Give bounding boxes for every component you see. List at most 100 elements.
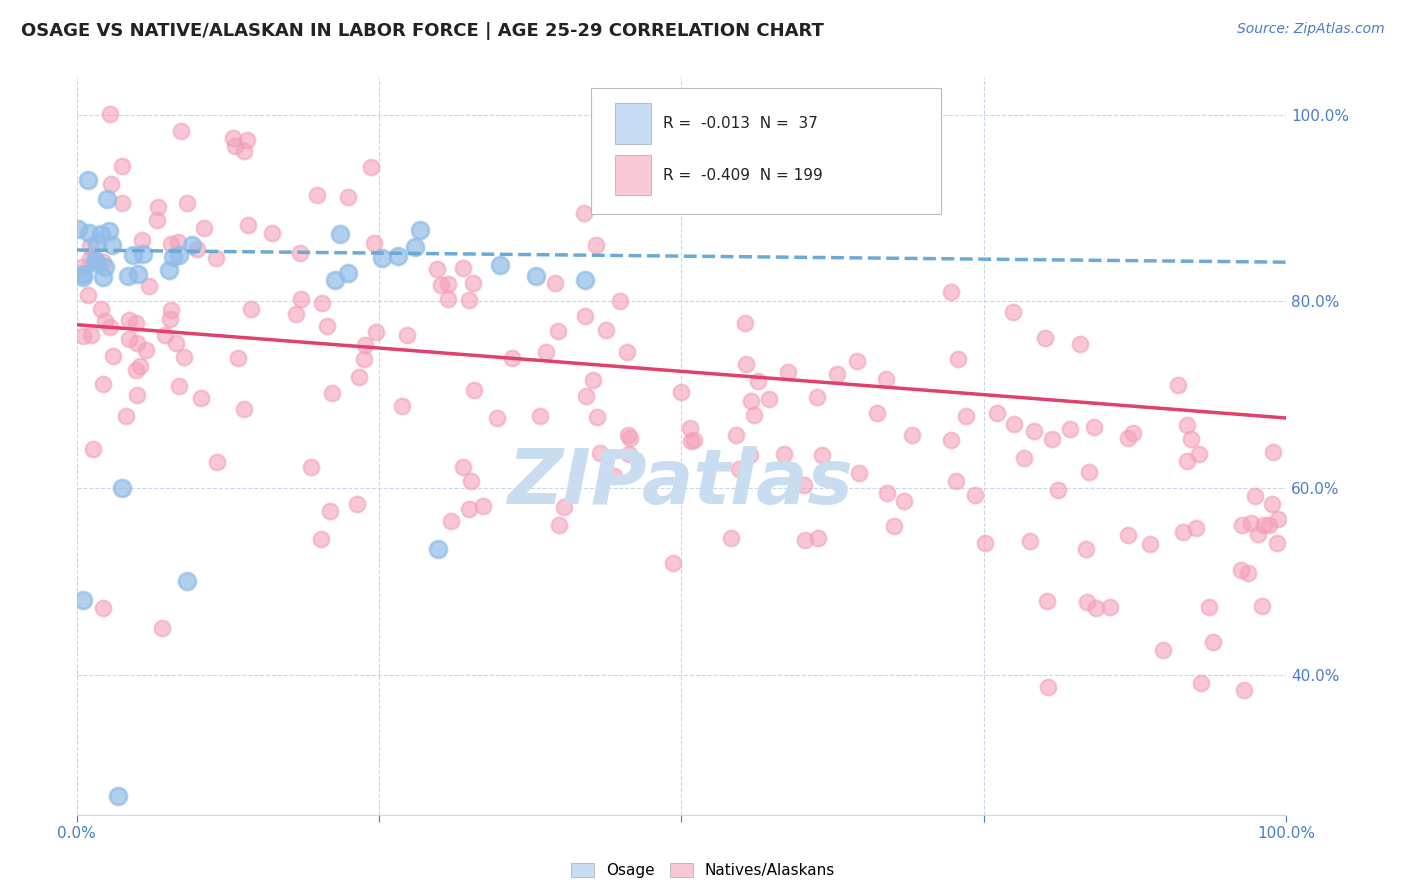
Point (1189, 676, 1212, 690)
Point (589, 445, 612, 459)
Point (1001, 305, 1024, 319)
Point (1188, 447, 1211, 461)
Point (661, 556, 683, 570)
Point (1244, 489, 1267, 503)
Point (734, 317, 756, 331)
Point (793, 478, 815, 492)
Point (1004, 417, 1026, 431)
Point (586, 410, 609, 425)
Point (574, 310, 596, 324)
Point (1177, 417, 1199, 432)
Point (1077, 465, 1099, 479)
Point (186, 242, 208, 256)
Point (1261, 498, 1284, 512)
Point (1059, 422, 1081, 436)
Point (205, 252, 228, 266)
Point (1173, 525, 1195, 540)
Point (226, 351, 249, 365)
Point (90, 301, 112, 316)
Point (91, 254, 114, 268)
Point (543, 276, 565, 290)
Point (471, 499, 494, 513)
Point (100, 177, 122, 191)
Point (395, 327, 418, 342)
Point (319, 504, 342, 518)
Point (463, 276, 485, 290)
Point (489, 258, 512, 272)
Point (501, 351, 523, 366)
Point (939, 433, 962, 447)
Point (524, 269, 547, 284)
Point (98, 107, 121, 121)
Point (290, 245, 312, 260)
Point (735, 357, 758, 371)
Point (176, 574, 198, 589)
Point (973, 536, 995, 550)
Point (135, 343, 157, 358)
Point (724, 428, 747, 442)
Point (153, 327, 176, 342)
Bar (614, 155, 651, 195)
Point (451, 260, 474, 275)
Point (1046, 483, 1069, 497)
Point (1184, 520, 1206, 534)
Point (1198, 599, 1220, 614)
Point (240, 302, 263, 317)
Point (236, 218, 259, 232)
Point (360, 161, 382, 175)
Point (876, 485, 898, 500)
Point (1177, 454, 1199, 468)
Point (1253, 518, 1275, 533)
Point (150, 621, 173, 635)
Point (125, 388, 148, 402)
Point (118, 332, 141, 346)
Point (440, 514, 463, 528)
Point (1167, 378, 1189, 392)
Point (728, 461, 751, 475)
Point (72, 593, 94, 607)
Point (747, 374, 769, 388)
Point (1116, 431, 1139, 445)
Point (703, 120, 725, 134)
Point (681, 434, 703, 448)
Point (110, 159, 132, 173)
Point (807, 531, 830, 545)
Point (111, 196, 134, 211)
Point (391, 399, 413, 413)
Point (404, 240, 426, 254)
Point (1240, 516, 1263, 530)
Point (167, 235, 190, 249)
Point (534, 345, 557, 359)
Point (806, 390, 828, 404)
Point (1012, 450, 1035, 465)
Point (1267, 512, 1289, 526)
Point (1019, 533, 1042, 548)
Point (585, 237, 607, 252)
Point (669, 385, 692, 400)
Point (463, 383, 485, 397)
Point (574, 273, 596, 287)
Point (159, 237, 181, 252)
Point (176, 196, 198, 211)
Point (323, 273, 346, 287)
Point (1122, 425, 1144, 440)
Point (1076, 594, 1098, 608)
Point (364, 325, 387, 339)
Point (86, 236, 108, 251)
Point (66, 222, 89, 236)
Point (233, 145, 256, 159)
Point (96, 192, 118, 206)
Point (290, 293, 312, 307)
Point (572, 205, 595, 219)
Point (76, 173, 98, 187)
Point (875, 372, 897, 386)
Point (77, 288, 100, 302)
Point (165, 335, 187, 350)
Point (98, 224, 121, 238)
Point (794, 533, 817, 547)
Text: R =  -0.409  N = 199: R = -0.409 N = 199 (664, 168, 823, 183)
Point (595, 323, 617, 337)
Point (91, 601, 114, 615)
Point (946, 352, 969, 367)
Point (1261, 445, 1284, 459)
